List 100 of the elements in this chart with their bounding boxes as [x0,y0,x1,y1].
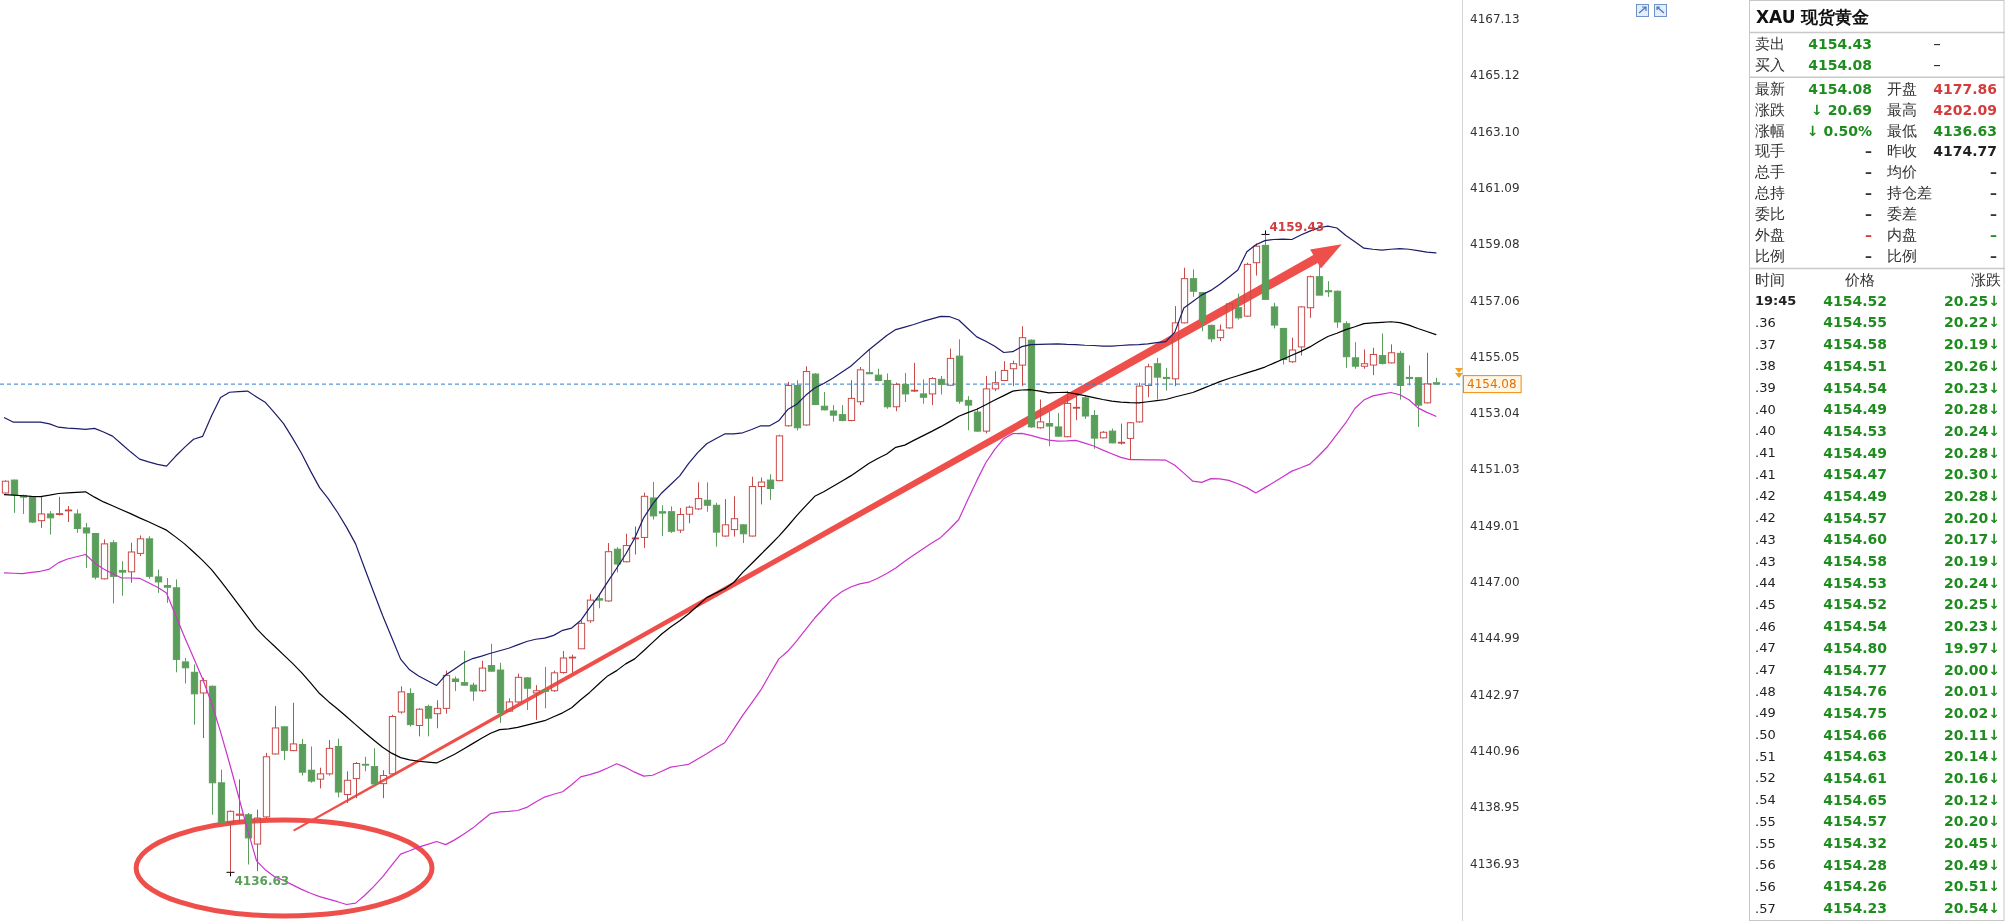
text: 20.28↓ [1943,487,2000,504]
text: .48 [1755,683,1776,699]
text: 总持 [1755,184,1785,203]
text: 4154.32 [1823,835,1887,852]
text: 20.23↓ [1943,379,2000,396]
text: 4154.43 [1808,35,1872,52]
text: 4154.58 [1823,336,1887,353]
text: 20.24↓ [1943,422,2000,439]
text: – [1865,143,1872,160]
text: 卖出 [1755,34,1785,53]
text: 20.02↓ [1943,704,2000,721]
text: .57 [1755,900,1776,916]
text: 4202.09 [1933,101,1997,118]
text: 20.24↓ [1943,574,2000,591]
text: 20.54↓ [1943,900,2000,917]
text: 持仓差 [1887,184,1932,203]
text: 委比 [1755,205,1785,224]
text: .41 [1755,466,1776,482]
text: .40 [1755,423,1776,439]
text: 总手 [1755,163,1785,182]
text: .44 [1755,575,1776,591]
text: 4154.49 [1823,401,1887,418]
text: 4177.86 [1933,80,1997,97]
text: 涨跌 [1755,100,1785,119]
text: – [1865,185,1872,202]
text: .42 [1755,510,1776,526]
text: 4154.57 [1823,813,1887,830]
text: 4154.52 [1823,596,1887,613]
text: 4136.63 [1933,122,1997,139]
text: 20.25↓ [1943,596,2000,613]
text: 20.30↓ [1943,466,2000,483]
text: 委差 [1887,205,1917,224]
text: – [1865,164,1872,181]
text: 4154.76 [1823,683,1887,700]
text: 最新 [1755,79,1785,98]
text: 最低 [1887,121,1917,140]
text: 4154.57 [1823,509,1887,526]
text: 19.97↓ [1943,639,2000,656]
text: 买入 [1755,55,1785,74]
text: 20.23↓ [1943,618,2000,635]
text: .52 [1755,770,1776,786]
text: 20.26↓ [1943,357,2000,374]
text: 4154.49 [1823,444,1887,461]
text: 20.12↓ [1943,791,2000,808]
text: – [1990,206,1997,223]
text: 内盘 [1887,226,1917,245]
text: 20.11↓ [1943,726,2000,743]
text: 20.00↓ [1943,661,2000,678]
category-label: 时间 [1755,270,1785,289]
text: 4154.23 [1823,900,1887,917]
text: – [1933,34,1941,53]
text: 4154.54 [1823,379,1887,396]
text: 昨收 [1887,142,1917,161]
text: – [1865,227,1872,244]
text: 涨幅 [1755,121,1785,140]
text: .43 [1755,553,1776,569]
text: .54 [1755,792,1776,808]
text: .38 [1755,358,1776,374]
text: .40 [1755,401,1776,417]
text: 最高 [1887,100,1917,119]
text: .39 [1755,380,1776,396]
text: .49 [1755,705,1776,721]
text: 4154.49 [1823,487,1887,504]
text: .47 [1755,640,1776,656]
text: 4154.53 [1823,574,1887,591]
text: 4154.61 [1823,769,1887,786]
text: 20.22↓ [1943,314,2000,331]
text: .47 [1755,662,1776,678]
text: XAU 现货黄金 [1756,7,1870,27]
text: 20.49↓ [1943,856,2000,873]
text: – [1865,206,1872,223]
text: 20.20↓ [1943,813,2000,830]
text: – [1990,185,1997,202]
text: 4154.65 [1823,791,1887,808]
text: 4154.08 [1808,80,1872,97]
text: .56 [1755,878,1776,894]
text: .43 [1755,531,1776,547]
category-label: 价格 [1844,270,1875,289]
text: .56 [1755,857,1776,873]
text: – [1990,164,1997,181]
text: 20.19↓ [1943,553,2000,570]
text: 19:45 [1755,293,1797,309]
ref-line-label: 4154.08 [1467,377,1517,392]
text: 4154.26 [1823,878,1887,895]
category-label: 涨跌 [1971,270,2001,289]
text: 4154.47 [1823,466,1887,483]
text: 20.16↓ [1943,769,2000,786]
text: .50 [1755,727,1776,743]
text: 4154.63 [1823,748,1887,765]
text: .41 [1755,445,1776,461]
text: ↓ 0.50% [1806,122,1872,139]
text: 均价 [1887,163,1917,182]
text: 4154.08 [1808,56,1872,73]
text: .37 [1755,336,1776,352]
text: 比例 [1755,246,1785,265]
text: 现手 [1755,142,1785,161]
text: – [1865,247,1872,264]
text: 20.28↓ [1943,401,2000,418]
text: 4154.80 [1823,639,1887,656]
text: 4154.28 [1823,856,1887,873]
